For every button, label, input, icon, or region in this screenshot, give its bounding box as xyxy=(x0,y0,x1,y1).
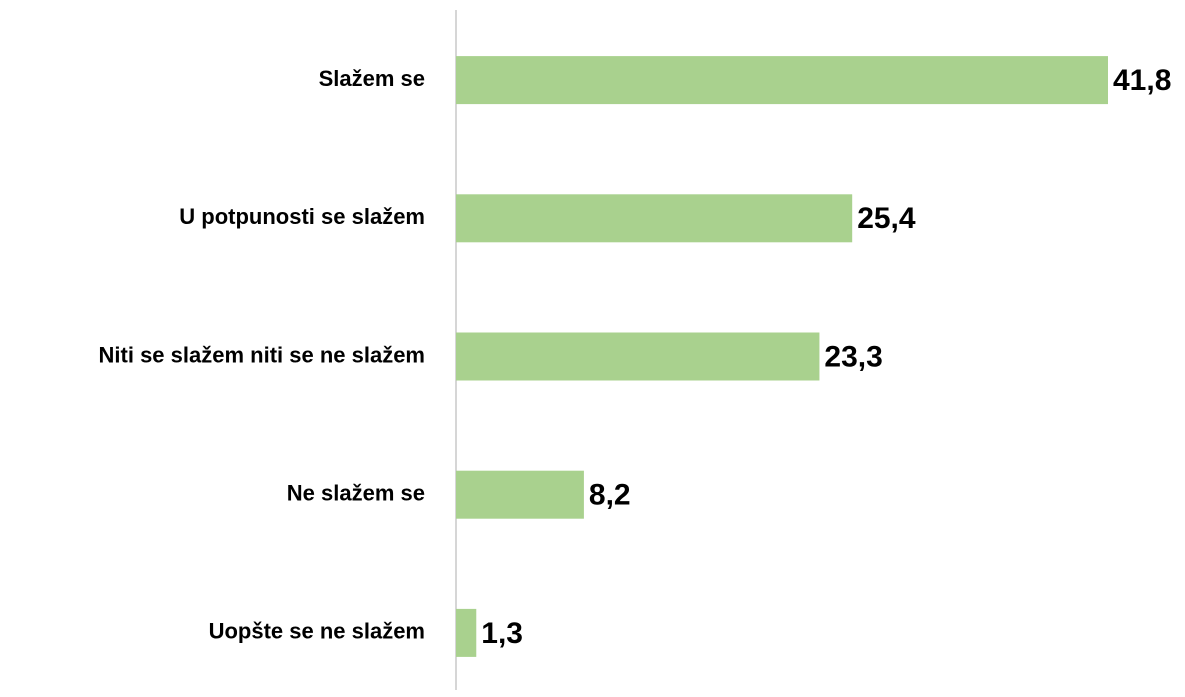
category-label: Ne slažem se xyxy=(287,481,425,506)
bar xyxy=(456,56,1108,105)
value-label: 23,3 xyxy=(824,340,882,373)
value-label: 8,2 xyxy=(589,479,631,512)
category-label: U potpunosti se slažem xyxy=(179,204,425,229)
bar xyxy=(456,608,477,657)
value-label: 25,4 xyxy=(857,202,916,235)
bar xyxy=(456,332,820,381)
value-label: 41,8 xyxy=(1113,64,1171,97)
category-label: Niti se slažem niti se ne slažem xyxy=(99,342,425,367)
bar xyxy=(456,470,584,519)
bar xyxy=(456,194,853,243)
category-label: Slažem se xyxy=(319,66,425,91)
value-label: 1,3 xyxy=(481,617,523,650)
category-label: Uopšte se ne slažem xyxy=(209,619,425,644)
